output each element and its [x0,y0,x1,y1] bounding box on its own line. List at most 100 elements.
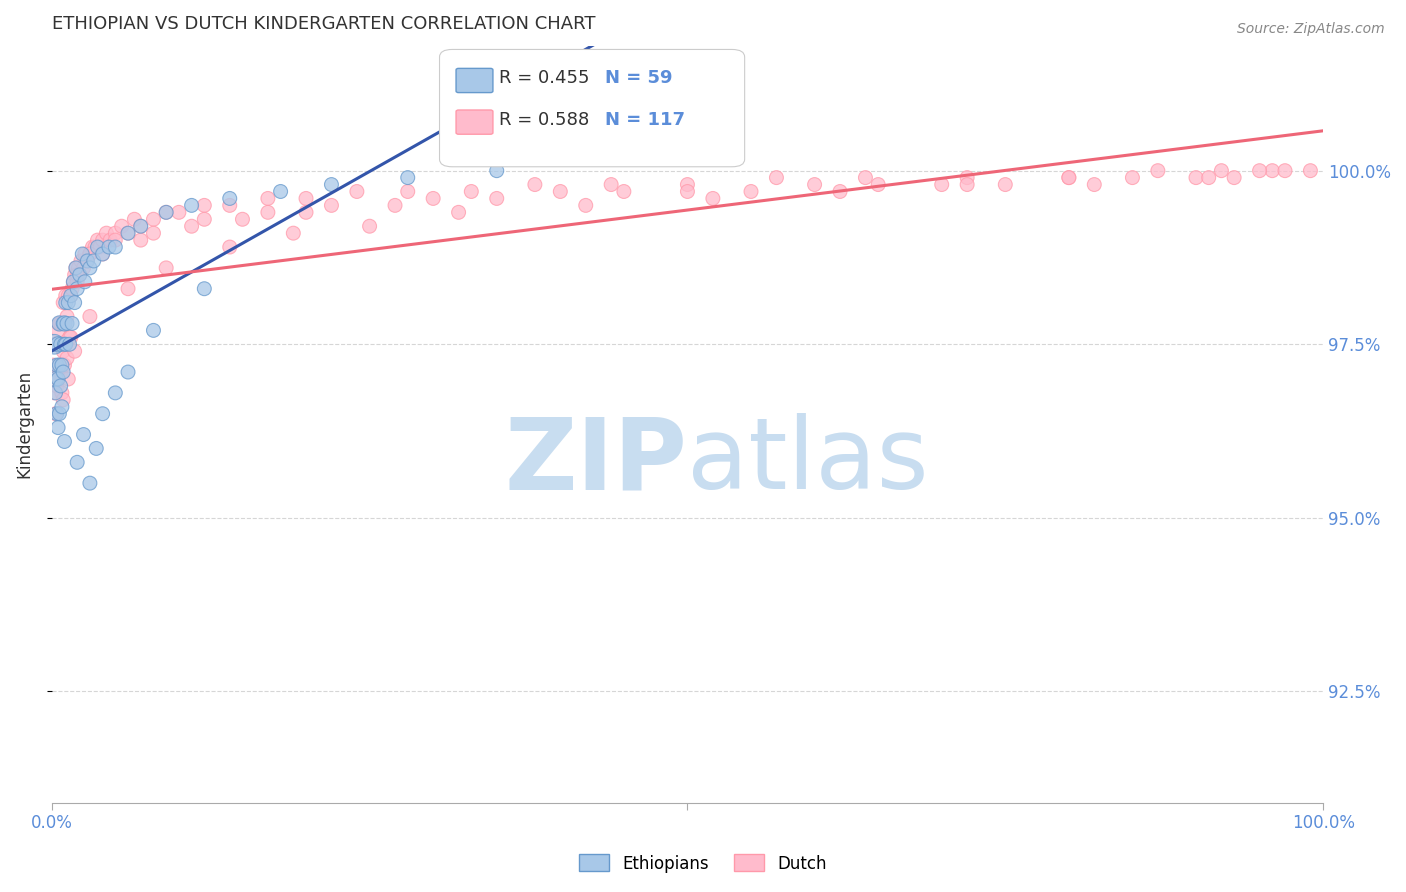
FancyBboxPatch shape [456,69,494,93]
Point [931,178,953,192]
Point [79,260,101,275]
Point [55,337,77,351]
Point [65,260,87,275]
Point [1121,170,1143,185]
Point [193,282,215,296]
Point [44,337,66,351]
Text: atlas: atlas [688,414,929,510]
Point [142,323,165,337]
Point [193,198,215,212]
Point [83,254,105,268]
Point [45,337,67,351]
Point [44,337,66,351]
Point [53,358,76,372]
Point [65,260,87,275]
Point [359,219,381,234]
Point [62,275,84,289]
Point [117,226,139,240]
Point [58,288,80,302]
Point [52,295,75,310]
Point [142,212,165,227]
Point [1083,178,1105,192]
Point [46,323,69,337]
Point [51,358,73,372]
Point [44,385,66,400]
Point [76,254,98,268]
Point [485,163,508,178]
Point [111,219,134,234]
Point [270,185,292,199]
Point [702,191,724,205]
Point [48,317,70,331]
Point [63,268,86,282]
Point [1147,163,1170,178]
Point [218,198,240,212]
Point [956,178,979,192]
Point [600,178,623,192]
Text: Source: ZipAtlas.com: Source: ZipAtlas.com [1237,22,1385,37]
Point [396,170,419,185]
Text: N = 59: N = 59 [605,70,672,87]
Point [46,372,69,386]
Point [69,268,91,282]
Point [1249,163,1271,178]
Point [193,212,215,227]
Point [66,268,89,282]
Point [58,330,80,344]
Point [91,247,114,261]
Point [1057,170,1080,185]
Point [55,295,77,310]
Point [72,247,94,261]
Point [1261,163,1284,178]
Point [73,247,96,261]
Point [91,407,114,421]
Point [384,198,406,212]
Point [53,317,76,331]
Point [89,240,111,254]
Point [676,185,699,199]
Point [91,233,114,247]
Point [295,205,318,219]
Legend: Ethiopians, Dutch: Ethiopians, Dutch [572,847,834,880]
Point [45,365,67,379]
Point [45,379,67,393]
Point [129,219,152,234]
Point [49,337,72,351]
Point [86,240,108,254]
Point [66,455,89,469]
Point [51,400,73,414]
Point [994,178,1017,192]
Point [51,385,73,400]
Point [49,379,72,393]
Point [42,358,65,372]
Point [53,317,76,331]
Point [58,295,80,310]
Point [1198,170,1220,185]
Point [79,476,101,491]
Point [70,254,93,268]
Point [60,317,83,331]
Point [117,226,139,240]
Text: R = 0.588: R = 0.588 [499,111,589,128]
Point [45,358,67,372]
FancyBboxPatch shape [440,49,745,167]
Point [49,317,72,331]
Point [84,240,107,254]
Text: ZIP: ZIP [505,414,688,510]
Point [180,219,202,234]
Point [52,392,75,407]
Point [956,170,979,185]
Point [1057,170,1080,185]
Point [868,178,890,192]
Point [45,385,67,400]
Point [63,295,86,310]
Point [46,420,69,434]
Point [45,407,67,421]
Point [396,185,419,199]
Point [346,185,368,199]
Point [740,185,762,199]
Point [66,275,89,289]
Point [48,317,70,331]
Point [129,233,152,247]
Point [104,240,127,254]
